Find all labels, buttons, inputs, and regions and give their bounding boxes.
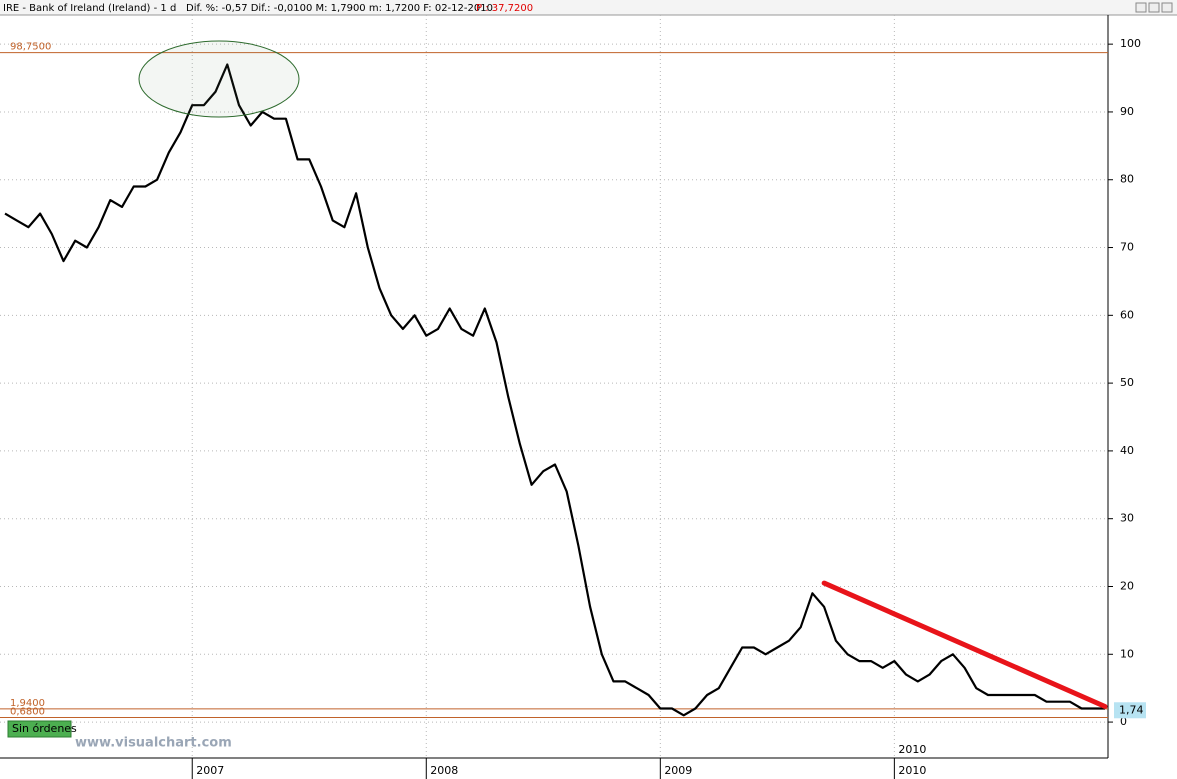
x-tick-label: 2010 — [898, 764, 926, 777]
y-tick-label: 40 — [1120, 444, 1134, 457]
x-inner-label: 2010 — [898, 743, 926, 756]
header-price: P : 37,7200 — [476, 3, 533, 14]
x-tick-label: 2007 — [196, 764, 224, 777]
orders-button-label[interactable]: Sin órdenes — [12, 722, 77, 735]
x-tick-label: 2009 — [664, 764, 692, 777]
y-tick-label: 20 — [1120, 579, 1134, 592]
maximize-button[interactable] — [1148, 2, 1160, 13]
reference-label: 0,6800 — [10, 706, 45, 717]
y-tick-label: 100 — [1120, 37, 1141, 50]
title-bar — [0, 0, 1177, 15]
y-tick-label: 30 — [1120, 512, 1134, 525]
reference-label: 98,7500 — [10, 42, 51, 53]
highlight-ellipse — [138, 40, 300, 118]
window-buttons[interactable] — [1135, 2, 1173, 13]
y-tick-label: 70 — [1120, 241, 1134, 254]
y-tick-label: 80 — [1120, 173, 1134, 186]
y-tick-label: 60 — [1120, 308, 1134, 321]
orders-button[interactable] — [7, 720, 72, 738]
header-stats: Dif. %: -0,57 Dif.: -0,0100 M: 1,7900 m:… — [186, 3, 493, 14]
trend-line — [821, 580, 1108, 709]
y-tick-label: 0 — [1120, 715, 1127, 728]
y-tick-label: 10 — [1120, 647, 1134, 660]
reference-label: 1,9400 — [10, 698, 45, 709]
header-symbol: IRE - Bank of Ireland (Ireland) - 1 d — [3, 3, 176, 14]
y-tick-label: 90 — [1120, 105, 1134, 118]
price-line — [4, 63, 1105, 717]
last-price-badge — [1114, 702, 1146, 719]
last-price-label: 1,74 — [1119, 703, 1144, 716]
watermark: www.visualchart.com — [75, 736, 232, 751]
minimize-button[interactable] — [1135, 2, 1147, 13]
close-button[interactable] — [1161, 2, 1173, 13]
x-tick-label: 2008 — [430, 764, 458, 777]
y-tick-label: 50 — [1120, 376, 1134, 389]
